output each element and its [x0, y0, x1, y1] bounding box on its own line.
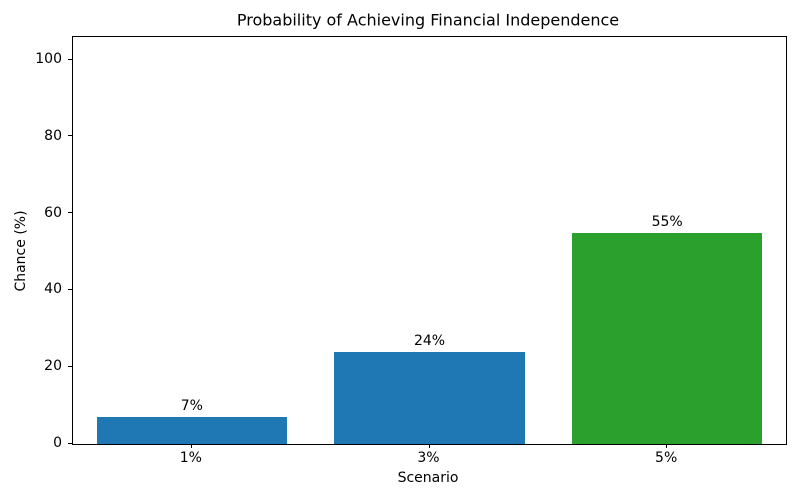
y-tick-mark: [68, 212, 72, 214]
x-tick-mark: [666, 444, 668, 448]
bar-5%: [572, 232, 763, 444]
x-tick-mark: [428, 444, 430, 448]
y-tick-label: 80: [44, 127, 62, 144]
y-axis-label: Chance (%): [13, 210, 29, 292]
bar-value-label: 55%: [651, 213, 683, 230]
y-tick-mark: [68, 442, 72, 444]
y-tick-label: 100: [35, 51, 62, 68]
y-tick-mark: [68, 58, 72, 60]
x-tick-label: 1%: [179, 450, 202, 466]
y-tick-mark: [68, 135, 72, 137]
y-tick-label: 60: [44, 204, 62, 221]
y-tick-label: 0: [53, 435, 62, 451]
x-tick-label: 3%: [417, 450, 440, 466]
y-tick-mark: [68, 288, 72, 290]
bar-value-label: 7%: [180, 398, 203, 415]
y-tick-label: 20: [44, 358, 62, 375]
bar-3%: [334, 351, 525, 444]
chart-title: Probability of Achieving Financial Indep…: [236, 10, 620, 30]
bar-1%: [96, 417, 287, 444]
bar-value-label: 24%: [413, 332, 446, 349]
x-tick-mark: [190, 444, 192, 448]
plot-area: 7% 24% 55%: [72, 36, 787, 445]
y-tick-mark: [68, 365, 72, 367]
y-tick-label: 40: [44, 281, 62, 298]
x-tick-label: 5%: [655, 450, 678, 466]
x-axis-label: Scenario: [397, 470, 459, 486]
